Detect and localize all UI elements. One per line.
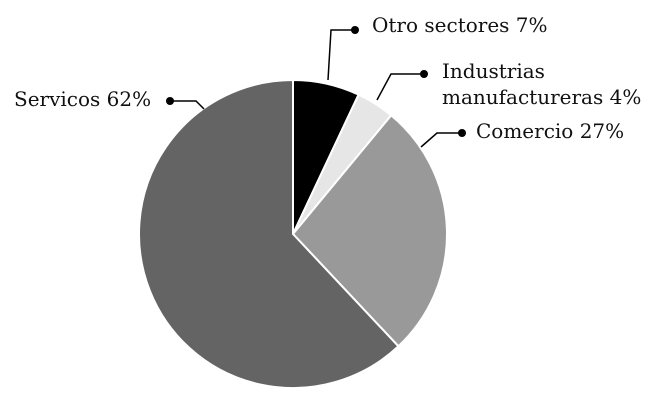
pie-slice	[138, 78, 400, 389]
value-label: 7%	[515, 13, 548, 37]
slice-label: Servicos 62%	[14, 86, 151, 112]
value-label: 62%	[106, 87, 152, 111]
category-label: Comercio	[476, 119, 574, 143]
value-label: 27%	[579, 119, 625, 143]
leader-line	[420, 132, 460, 148]
category-label: Industrias manufactureras	[442, 59, 604, 109]
value-label: 4%	[609, 85, 642, 109]
slice-label: Comercio 27%	[476, 118, 624, 144]
leader-dots	[166, 26, 466, 137]
leader-dot	[458, 129, 466, 137]
slice-label: Otro sectores 7%	[372, 12, 548, 38]
leader-lines	[172, 29, 460, 148]
pie-slice	[291, 113, 448, 348]
leader-line	[376, 73, 422, 101]
leader-dot	[351, 26, 359, 34]
leader-line	[327, 29, 353, 81]
category-label: Otro sectores	[372, 13, 510, 37]
leader-dot	[166, 97, 174, 105]
leader-line	[172, 100, 205, 110]
leader-dot	[420, 70, 428, 78]
category-label: Servicos	[14, 87, 101, 111]
slice-label: Industrias manufactureras 4%	[442, 58, 662, 110]
